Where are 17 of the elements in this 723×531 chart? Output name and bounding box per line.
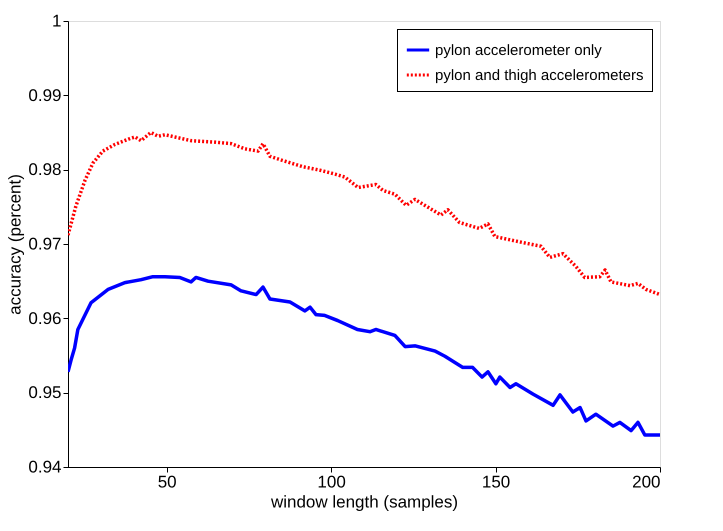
y-tick-label: 1 (52, 12, 62, 30)
legend-label: pylon and thigh accelerometers (435, 67, 644, 84)
legend-label: pylon accelerometer only (435, 42, 602, 59)
y-tick-label: 0.95 (28, 383, 62, 402)
line-series (68, 274, 660, 437)
x-tick-label: 200 (632, 472, 660, 492)
x-tick-label: 100 (317, 472, 346, 492)
y-tick-label: 0.99 (28, 86, 62, 105)
y-tick-label: 0.94 (28, 458, 62, 476)
y-axis-title: accuracy (percent) (5, 174, 24, 315)
x-tick-label: 50 (158, 472, 177, 492)
y-tick-label: 0.96 (28, 308, 62, 328)
x-axis-title: window length (samples) (270, 492, 458, 512)
y-tick-label: 0.98 (28, 160, 62, 180)
y-tick-label: 0.97 (28, 234, 62, 254)
x-tick-label: 150 (482, 472, 510, 492)
line-series (68, 130, 660, 296)
